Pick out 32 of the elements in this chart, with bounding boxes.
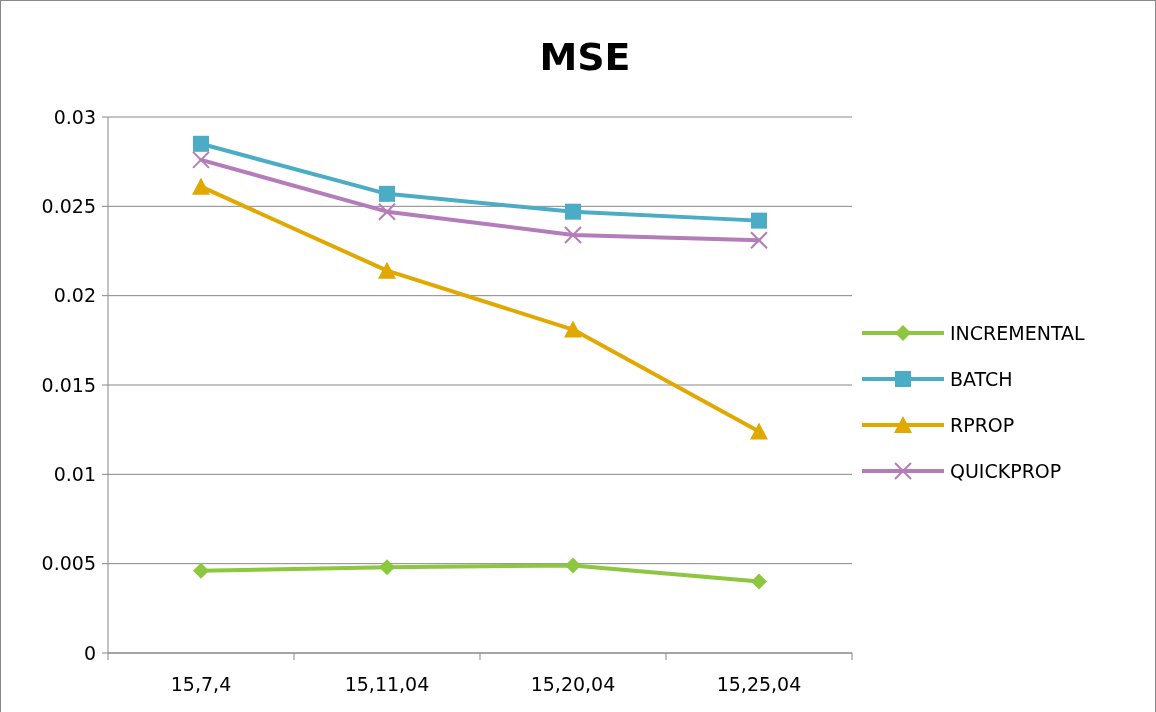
y-tick-label: 0.03: [53, 105, 96, 128]
point: [565, 203, 581, 220]
point: [564, 320, 582, 338]
legend-label: INCREMENTAL: [950, 321, 1086, 344]
y-tick-label: 0.02: [53, 284, 96, 307]
point: [193, 562, 209, 579]
x-tick-label: 15,7,4: [170, 673, 232, 695]
point: [193, 135, 209, 152]
chart-title: MSE: [539, 35, 631, 79]
point: [565, 557, 581, 574]
point: [378, 261, 396, 279]
y-tick-label: 0.005: [41, 552, 96, 575]
x-tick-label: 15,25,04: [716, 673, 802, 695]
point: [378, 202, 396, 221]
point: [751, 212, 767, 229]
point: [750, 422, 768, 440]
legend-label: QUICKPROP: [950, 459, 1062, 482]
legend-label: RPROP: [950, 413, 1015, 436]
point: [751, 573, 767, 590]
y-tick-label: 0.025: [41, 194, 96, 217]
point: [192, 177, 210, 195]
y-tick-label: 0.01: [53, 462, 96, 485]
y-tick-label: 0.015: [41, 373, 96, 396]
x-tick-label: 15,11,04: [344, 673, 430, 695]
point: [564, 225, 582, 244]
legend-label: BATCH: [950, 367, 1013, 390]
x-tick-label: 15,20,04: [530, 673, 616, 695]
point: [192, 150, 210, 169]
point: [379, 185, 395, 202]
point: [379, 559, 395, 576]
y-tick-label: 0: [83, 641, 96, 664]
point: [750, 231, 768, 250]
